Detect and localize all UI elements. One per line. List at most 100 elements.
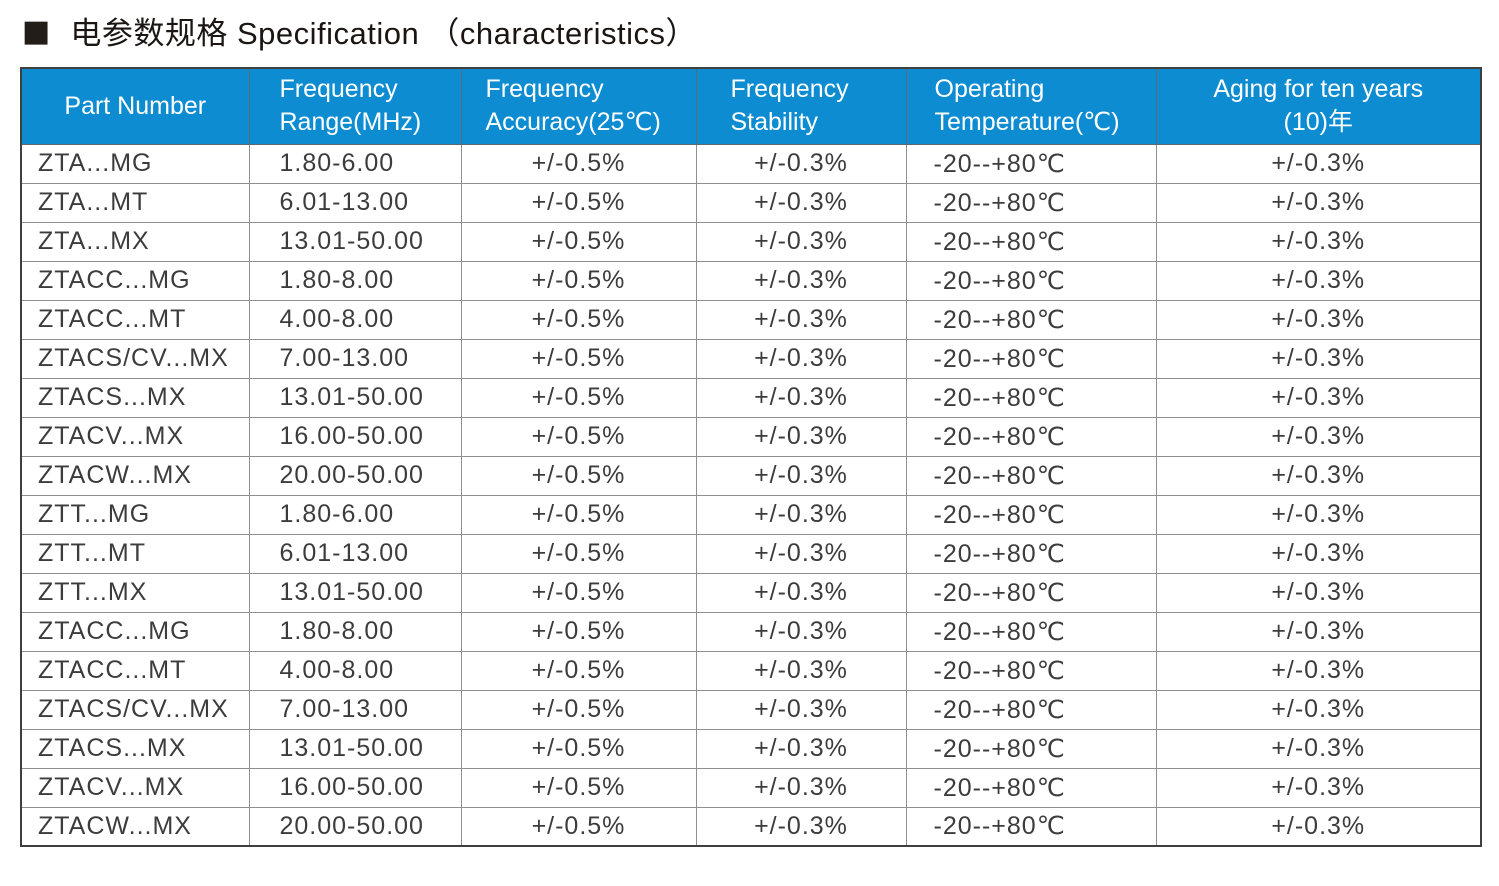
frequency-accuracy-cell: +/-0.5% (460, 260, 697, 301)
aging-cell: +/-0.3% (1155, 416, 1482, 457)
table-row: ZTA...MT 6.01-13.00 +/-0.5% +/-0.3% -20-… (20, 182, 1482, 223)
aging-cell: +/-0.3% (1155, 377, 1482, 418)
table-row: ZTACC...MG 1.80-8.00 +/-0.5% +/-0.3% -20… (20, 260, 1482, 301)
frequency-stability-cell: +/-0.3% (695, 221, 907, 262)
frequency-range-cell: 4.00-8.00 (248, 650, 462, 691)
aging-cell: +/-0.3% (1155, 728, 1482, 769)
column-header-frequency-stability: Frequency Stability (695, 67, 907, 145)
part-number-cell: ZTACW...MX (20, 455, 250, 496)
frequency-stability-cell: +/-0.3% (695, 377, 907, 418)
section-title-text: 电参数规格 Specification （characteristics） (70, 16, 697, 51)
operating-temperature-cell: -20--+80℃ (905, 728, 1157, 769)
operating-temperature-cell: -20--+80℃ (905, 221, 1157, 262)
frequency-stability-cell: +/-0.3% (695, 494, 907, 535)
part-number-cell: ZTACC...MG (20, 260, 250, 301)
operating-temperature-cell: -20--+80℃ (905, 182, 1157, 223)
frequency-accuracy-cell: +/-0.5% (460, 221, 697, 262)
table-row: ZTACW...MX 20.00-50.00 +/-0.5% +/-0.3% -… (20, 806, 1482, 847)
frequency-range-cell: 7.00-13.00 (248, 338, 462, 379)
frequency-accuracy-cell: +/-0.5% (460, 494, 697, 535)
frequency-accuracy-cell: +/-0.5% (460, 377, 697, 418)
aging-cell: +/-0.3% (1155, 221, 1482, 262)
part-number-cell: ZTACV...MX (20, 416, 250, 457)
operating-temperature-cell: -20--+80℃ (905, 299, 1157, 340)
operating-temperature-cell: -20--+80℃ (905, 338, 1157, 379)
frequency-accuracy-cell: +/-0.5% (460, 650, 697, 691)
part-number-cell: ZTACC...MG (20, 611, 250, 652)
frequency-stability-cell: +/-0.3% (695, 182, 907, 223)
part-number-cell: ZTA...MX (20, 221, 250, 262)
operating-temperature-cell: -20--+80℃ (905, 260, 1157, 301)
table-row: ZTACC...MT 4.00-8.00 +/-0.5% +/-0.3% -20… (20, 650, 1482, 691)
column-header-part-number: Part Number (20, 67, 250, 145)
part-number-cell: ZTA...MG (20, 143, 250, 184)
aging-cell: +/-0.3% (1155, 689, 1482, 730)
frequency-accuracy-cell: +/-0.5% (460, 533, 697, 574)
aging-cell: +/-0.3% (1155, 143, 1482, 184)
aging-cell: +/-0.3% (1155, 572, 1482, 613)
header-line: Part Number (64, 91, 207, 120)
operating-temperature-cell: -20--+80℃ (905, 572, 1157, 613)
part-number-cell: ZTT...MX (20, 572, 250, 613)
part-number-cell: ZTT...MG (20, 494, 250, 535)
table-row: ZTACC...MT 4.00-8.00 +/-0.5% +/-0.3% -20… (20, 299, 1482, 340)
aging-cell: +/-0.3% (1155, 650, 1482, 691)
column-header-operating-temperature: Operating Temperature(℃) (905, 67, 1157, 145)
part-number-cell: ZTACS...MX (20, 377, 250, 418)
frequency-accuracy-cell: +/-0.5% (460, 767, 697, 808)
aging-cell: +/-0.3% (1155, 611, 1482, 652)
header-line: Operating (934, 75, 1045, 104)
frequency-range-cell: 13.01-50.00 (248, 572, 462, 613)
header-line: Frequency (485, 75, 604, 104)
operating-temperature-cell: -20--+80℃ (905, 377, 1157, 418)
frequency-range-cell: 20.00-50.00 (248, 806, 462, 847)
operating-temperature-cell: -20--+80℃ (905, 455, 1157, 496)
table-row: ZTT...MG 1.80-6.00 +/-0.5% +/-0.3% -20--… (20, 494, 1482, 535)
frequency-accuracy-cell: +/-0.5% (460, 299, 697, 340)
frequency-range-cell: 16.00-50.00 (248, 416, 462, 457)
aging-cell: +/-0.3% (1155, 533, 1482, 574)
frequency-stability-cell: +/-0.3% (695, 611, 907, 652)
aging-cell: +/-0.3% (1155, 260, 1482, 301)
table-row: ZTT...MT 6.01-13.00 +/-0.5% +/-0.3% -20-… (20, 533, 1482, 574)
frequency-stability-cell: +/-0.3% (695, 416, 907, 457)
frequency-stability-cell: +/-0.3% (695, 143, 907, 184)
frequency-range-cell: 7.00-13.00 (248, 689, 462, 730)
part-number-cell: ZTACC...MT (20, 299, 250, 340)
table-row: ZTT...MX 13.01-50.00 +/-0.5% +/-0.3% -20… (20, 572, 1482, 613)
part-number-cell: ZTACS/CV...MX (20, 338, 250, 379)
part-number-cell: ZTACW...MX (20, 806, 250, 847)
table-row: ZTACS/CV...MX 7.00-13.00 +/-0.5% +/-0.3%… (20, 338, 1482, 379)
frequency-stability-cell: +/-0.3% (695, 338, 907, 379)
header-line: Range(MHz) (279, 108, 422, 137)
aging-cell: +/-0.3% (1155, 299, 1482, 340)
frequency-stability-cell: +/-0.3% (695, 650, 907, 691)
header-line: Frequency (279, 75, 398, 104)
operating-temperature-cell: -20--+80℃ (905, 533, 1157, 574)
frequency-range-cell: 1.80-6.00 (248, 494, 462, 535)
operating-temperature-cell: -20--+80℃ (905, 611, 1157, 652)
frequency-accuracy-cell: +/-0.5% (460, 338, 697, 379)
frequency-accuracy-cell: +/-0.5% (460, 728, 697, 769)
header-row: Part Number Frequency Range(MHz) Frequen… (20, 67, 1482, 145)
table-row: ZTACC...MG 1.80-8.00 +/-0.5% +/-0.3% -20… (20, 611, 1482, 652)
frequency-stability-cell: +/-0.3% (695, 689, 907, 730)
table-row: ZTACV...MX 16.00-50.00 +/-0.5% +/-0.3% -… (20, 767, 1482, 808)
frequency-accuracy-cell: +/-0.5% (460, 416, 697, 457)
aging-cell: +/-0.3% (1155, 182, 1482, 223)
frequency-stability-cell: +/-0.3% (695, 572, 907, 613)
column-header-frequency-range: Frequency Range(MHz) (248, 67, 462, 145)
frequency-range-cell: 16.00-50.00 (248, 767, 462, 808)
part-number-cell: ZTACC...MT (20, 650, 250, 691)
table-row: ZTACW...MX 20.00-50.00 +/-0.5% +/-0.3% -… (20, 455, 1482, 496)
table-row: ZTA...MX 13.01-50.00 +/-0.5% +/-0.3% -20… (20, 221, 1482, 262)
frequency-range-cell: 13.01-50.00 (248, 728, 462, 769)
frequency-stability-cell: +/-0.3% (695, 455, 907, 496)
frequency-accuracy-cell: +/-0.5% (460, 689, 697, 730)
specification-table: Part Number Frequency Range(MHz) Frequen… (20, 67, 1482, 847)
header-line: Aging for ten years (1213, 75, 1424, 104)
frequency-range-cell: 6.01-13.00 (248, 182, 462, 223)
frequency-range-cell: 1.80-8.00 (248, 260, 462, 301)
header-line: (10)年 (1283, 108, 1353, 137)
